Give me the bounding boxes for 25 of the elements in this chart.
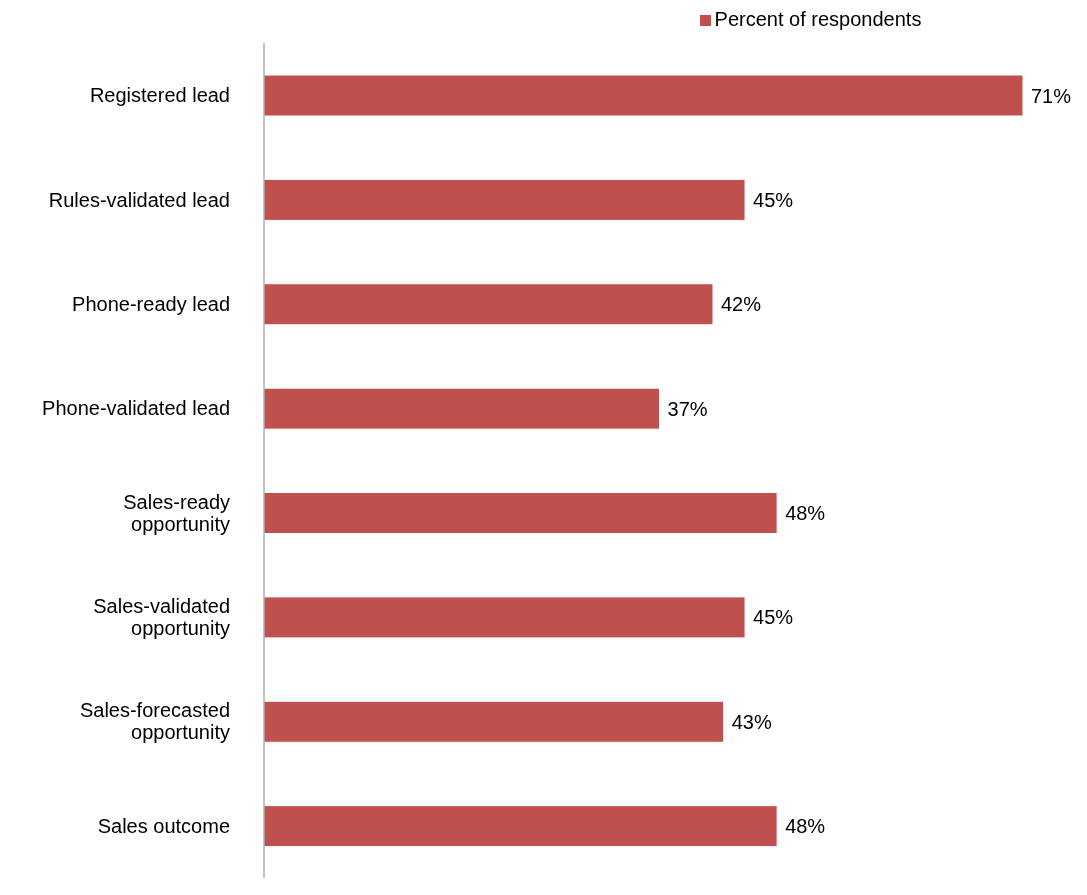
y-tick-label: Phone-validated lead: [42, 397, 230, 420]
data-label: 45%: [753, 606, 794, 629]
bar: [263, 700, 725, 743]
bar: [263, 74, 1024, 117]
legend-label: Percent of respondents: [714, 8, 922, 30]
bar: [263, 492, 778, 534]
data-label: 45%: [753, 188, 794, 211]
data-label: 42%: [720, 293, 762, 316]
y-tick-label: Sales-ready opportunity: [123, 490, 230, 535]
data-label: 37%: [667, 397, 708, 420]
y-tick-label: Sales-forecasted opportunity: [79, 699, 230, 744]
data-label: 48%: [785, 815, 826, 838]
bar: [263, 178, 746, 221]
y-tick-label: Rules-validated lead: [48, 188, 230, 211]
y-tick-label: Sales-validated opportunity: [93, 595, 230, 640]
bar: [263, 387, 661, 430]
bar: [263, 283, 714, 326]
y-tick-label: Sales outcome: [97, 814, 230, 837]
y-tick-label: Registered lead: [89, 84, 230, 107]
data-label: 48%: [785, 502, 826, 524]
y-tick-label: Phone-ready lead: [72, 292, 230, 315]
bar: [263, 805, 778, 848]
bar: [263, 596, 746, 639]
data-label: 43%: [731, 710, 772, 733]
data-label: 71%: [1031, 84, 1072, 107]
